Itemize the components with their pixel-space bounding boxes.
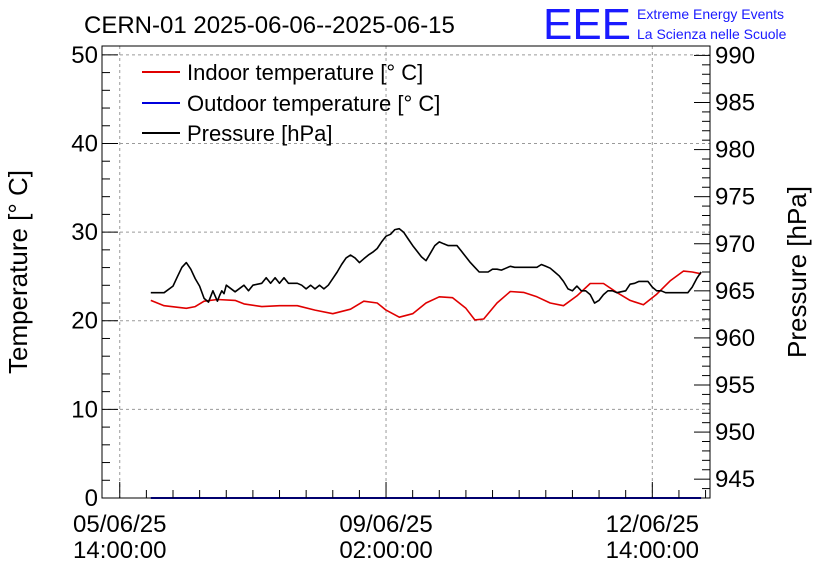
logo-mark: EEE	[543, 0, 631, 49]
y-right-tick-label: 960	[715, 325, 755, 352]
x-tick-label-date: 12/06/25	[606, 511, 699, 538]
logo-line-2: La Scienza nelle Scuole	[637, 26, 787, 42]
y-axis-left-label: Temperature [° C]	[3, 170, 33, 374]
series-line-2	[150, 227, 702, 304]
axis-ticks	[102, 45, 710, 499]
y-right-tick-label: 950	[715, 419, 755, 446]
y-left-tick-label: 50	[71, 42, 98, 69]
y-right-tick-label: 955	[715, 372, 755, 399]
x-tick-label-time: 14:00:00	[73, 537, 166, 564]
series-layer	[150, 227, 702, 499]
y-right-tick-label: 965	[715, 278, 755, 305]
y-left-tick-label: 20	[71, 308, 98, 335]
x-tick-label-date: 05/06/25	[73, 511, 166, 538]
y-left-tick-label: 30	[71, 219, 98, 246]
tick-labels: 0 10 20 30 40 50 945 950 955 960 965 970 975 980 985 99…	[71, 42, 755, 564]
y-right-tick-label: 945	[715, 466, 755, 493]
series-line-0	[150, 270, 702, 321]
chart-title: CERN-01 2025-06-06--2025-06-15	[84, 12, 455, 39]
y-left-tick-label: 10	[71, 396, 98, 423]
legend-label-indoor: Indoor temperature [° C]	[187, 60, 423, 85]
y-right-tick-label: 990	[715, 42, 755, 69]
y-axis-right-label: Pressure [hPa]	[782, 186, 812, 358]
logo-line-1: Extreme Energy Events	[637, 6, 784, 22]
y-left-tick-label: 0	[85, 485, 98, 512]
y-left-tick-label: 40	[71, 130, 98, 157]
legend: Indoor temperature [° C] Outdoor tempera…	[142, 60, 440, 146]
x-tick-label-date: 09/06/25	[339, 511, 432, 538]
legend-label-pressure: Pressure [hPa]	[187, 121, 333, 146]
y-right-tick-label: 975	[715, 184, 755, 211]
y-right-tick-label: 970	[715, 231, 755, 258]
y-right-tick-label: 980	[715, 137, 755, 164]
x-tick-label-time: 14:00:00	[606, 537, 699, 564]
eee-logo: EEE Extreme Energy Events La Scienza nel…	[543, 0, 787, 49]
y-right-tick-label: 985	[715, 90, 755, 117]
legend-label-outdoor: Outdoor temperature [° C]	[187, 91, 440, 116]
x-tick-label-time: 02:00:00	[339, 537, 432, 564]
